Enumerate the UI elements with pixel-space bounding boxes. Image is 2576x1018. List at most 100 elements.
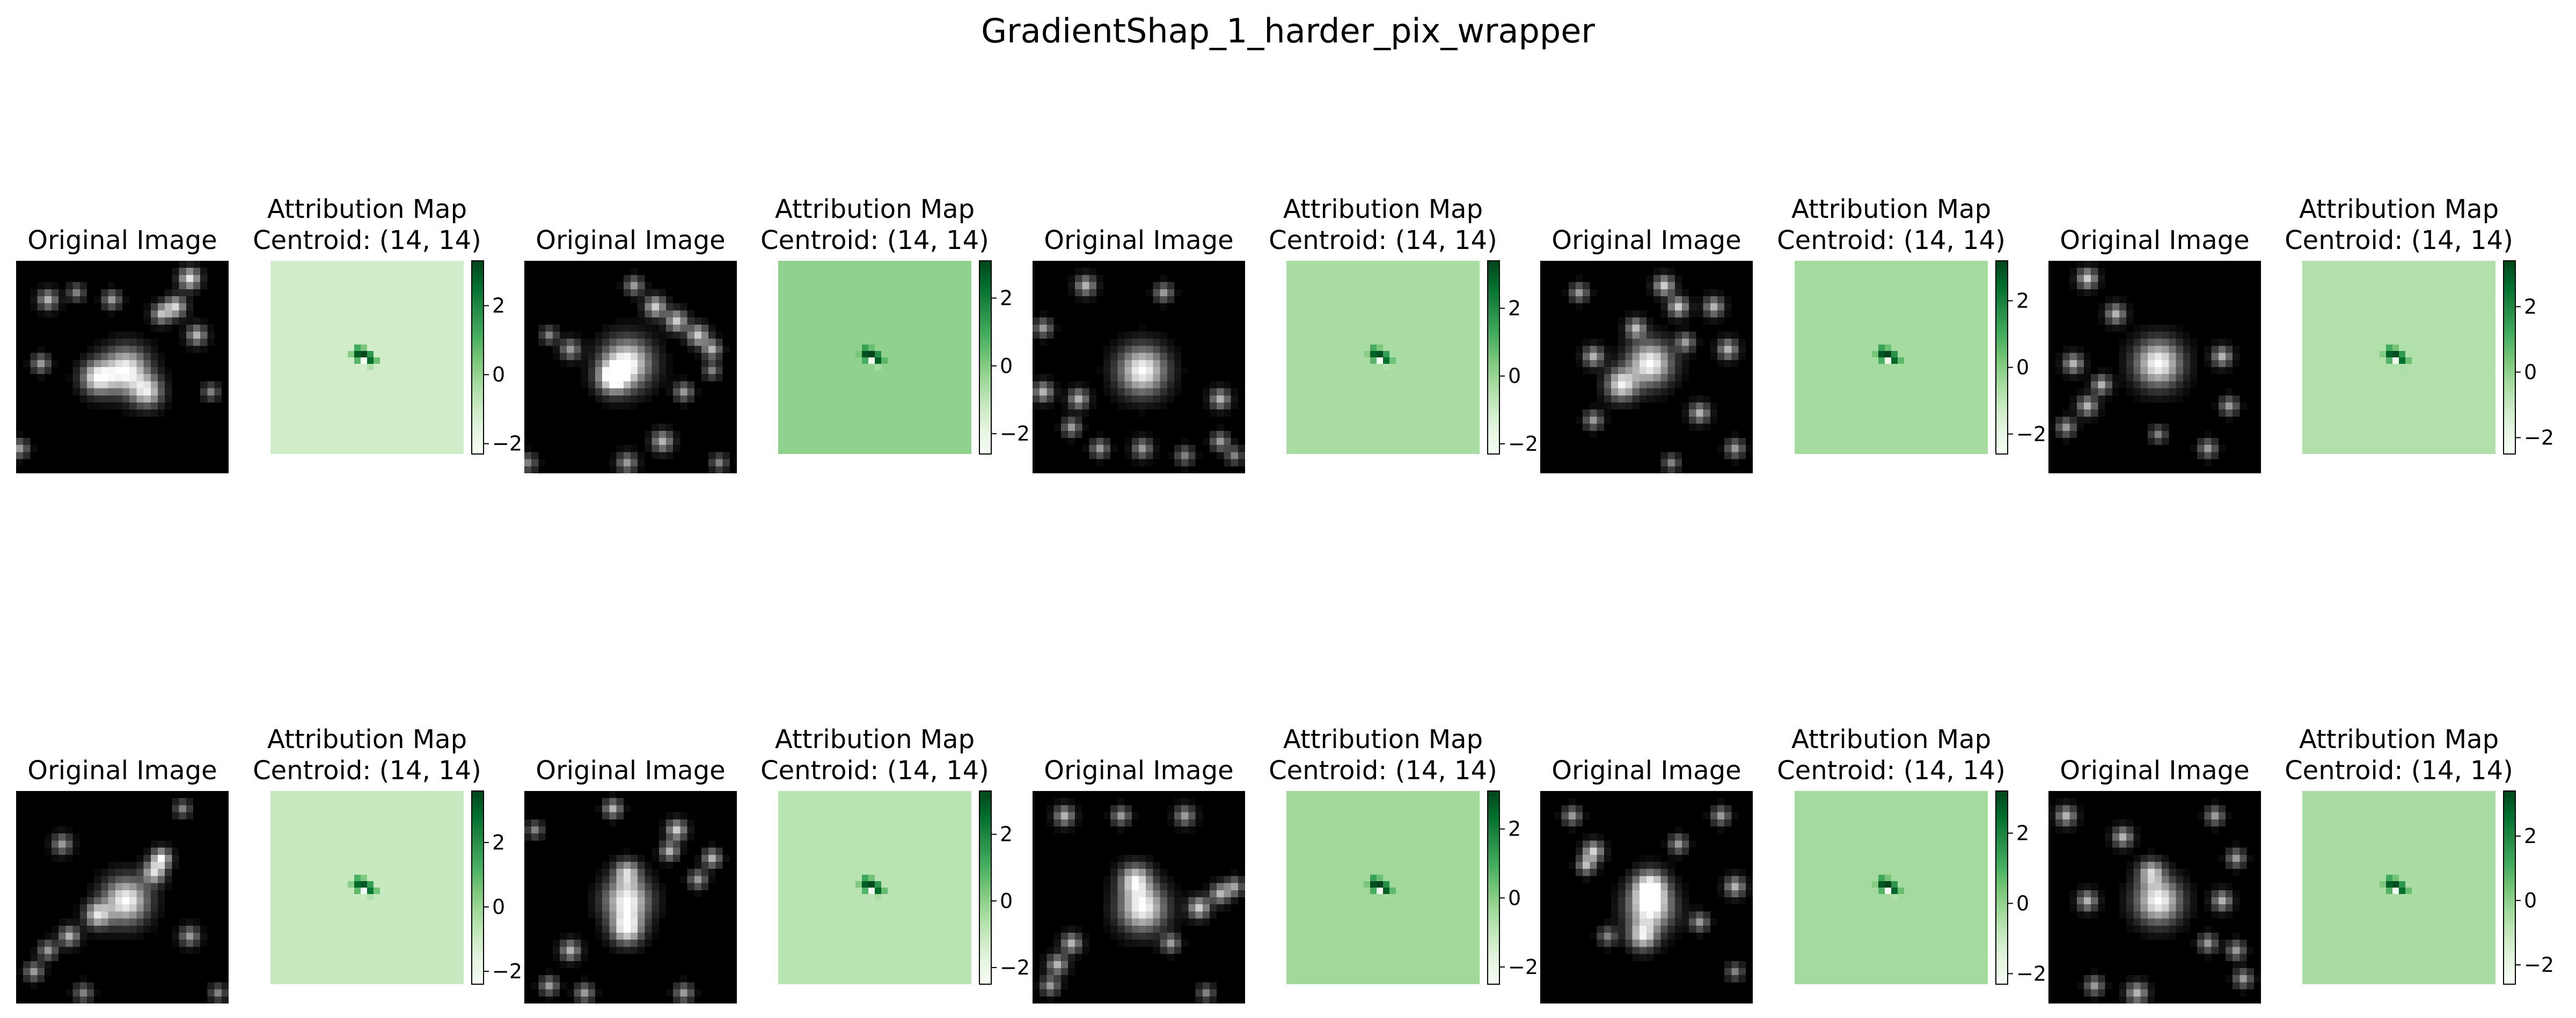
attribution-heatmap bbox=[270, 261, 464, 454]
colorbar: 2 0 −2 bbox=[979, 790, 1044, 997]
original-image bbox=[524, 261, 737, 475]
attribution-heatmap bbox=[1795, 791, 1988, 984]
centroid-label: Centroid: (14, 14) bbox=[1777, 756, 2006, 786]
attribution-map-title: Attribution Map bbox=[1283, 724, 1483, 755]
attribution-map-title: Attribution Map bbox=[1791, 724, 1992, 755]
attribution-map bbox=[1286, 791, 1480, 986]
attribution-heatmap bbox=[1286, 791, 1480, 984]
colorbar-tick-label: −2 bbox=[1000, 956, 1030, 979]
original-image-title: Original Image bbox=[27, 756, 217, 786]
centroid-label: Centroid: (14, 14) bbox=[2285, 225, 2513, 255]
colorbar-tick-label: −2 bbox=[2524, 426, 2554, 449]
attribution-map bbox=[778, 791, 971, 986]
original-image bbox=[524, 791, 737, 1006]
original-image bbox=[1540, 791, 1753, 1006]
colorbar-gradient: 2 0 −2 bbox=[1487, 260, 1538, 456]
original-image-pixels bbox=[1540, 261, 1753, 473]
original-image-pixels bbox=[16, 791, 229, 1004]
centroid-label: Centroid: (14, 14) bbox=[760, 225, 989, 255]
attribution-heatmap bbox=[1795, 261, 1988, 454]
colorbar-tick-label: −2 bbox=[2016, 962, 2046, 985]
colorbar-tick-label: 2 bbox=[1000, 823, 1013, 846]
colorbar-tick-label: −2 bbox=[492, 432, 522, 456]
colorbar: 2 0 −2 bbox=[2503, 790, 2568, 997]
colorbar-tick-label: −2 bbox=[492, 960, 522, 983]
colorbar: 2 0 −2 bbox=[1487, 260, 1552, 467]
colorbar-tick-label: 0 bbox=[492, 895, 505, 919]
original-image-title: Original Image bbox=[27, 225, 217, 255]
colorbar-tick-label: 2 bbox=[492, 294, 505, 318]
colorbar-tick-label: 0 bbox=[2524, 360, 2537, 384]
colorbar-tick-label: 2 bbox=[1000, 286, 1013, 310]
centroid-label: Centroid: (14, 14) bbox=[1269, 756, 1497, 786]
original-image bbox=[1033, 261, 1245, 475]
original-image-pixels bbox=[524, 791, 737, 1004]
centroid-label: Centroid: (14, 14) bbox=[253, 756, 481, 786]
attribution-map bbox=[1795, 791, 1988, 986]
colorbar-tick-label: 0 bbox=[1000, 889, 1013, 913]
attribution-map bbox=[1286, 261, 1480, 456]
attribution-map bbox=[2302, 261, 2496, 456]
colorbar-gradient: 2 0 −2 bbox=[471, 790, 522, 985]
colorbar: 2 0 −2 bbox=[979, 260, 1044, 467]
attribution-heatmap bbox=[270, 791, 464, 984]
original-image bbox=[16, 261, 229, 475]
original-image-pixels bbox=[2048, 261, 2261, 473]
centroid-label: Centroid: (14, 14) bbox=[253, 225, 481, 255]
colorbar-tick-label: 0 bbox=[1508, 886, 1521, 910]
centroid-label: Centroid: (14, 14) bbox=[1777, 225, 2006, 255]
colorbar: 2 0 −2 bbox=[471, 260, 536, 467]
original-image-title: Original Image bbox=[1552, 225, 1741, 255]
colorbar-gradient: 2 0 −2 bbox=[979, 790, 1030, 985]
attribution-heatmap bbox=[1286, 261, 1480, 454]
attribution-map bbox=[270, 791, 464, 986]
figure-suptitle: GradientShap_1_harder_pix_wrapper bbox=[981, 11, 1595, 50]
colorbar-tick-label: −2 bbox=[1000, 422, 1030, 445]
colorbar: 2 0 −2 bbox=[1995, 260, 2060, 467]
original-image-title: Original Image bbox=[1552, 756, 1741, 786]
colorbar-tick-label: 2 bbox=[2016, 289, 2029, 312]
original-image-title: Original Image bbox=[536, 756, 726, 786]
attribution-map bbox=[1795, 261, 1988, 456]
centroid-label: Centroid: (14, 14) bbox=[1269, 225, 1497, 255]
attribution-map bbox=[270, 261, 464, 456]
attribution-map-title: Attribution Map bbox=[774, 194, 975, 224]
original-image bbox=[1033, 791, 1245, 1006]
colorbar: 2 0 −2 bbox=[471, 790, 536, 997]
colorbar-gradient: 2 0 −2 bbox=[1995, 790, 2046, 985]
original-image bbox=[2048, 261, 2261, 475]
colorbar-tick-label: 2 bbox=[2524, 295, 2537, 318]
original-image bbox=[1540, 261, 1753, 475]
colorbar-tick-label: −2 bbox=[2524, 953, 2554, 977]
colorbar: 2 0 −2 bbox=[1487, 790, 1552, 997]
colorbar-gradient: 2 0 −2 bbox=[979, 260, 1030, 455]
attribution-map-title: Attribution Map bbox=[267, 194, 467, 224]
colorbar-tick-label: 0 bbox=[1000, 354, 1013, 378]
attribution-heatmap bbox=[2302, 261, 2496, 454]
colorbar-tick-label: 2 bbox=[1508, 296, 1521, 320]
attribution-heatmap bbox=[778, 791, 971, 984]
colorbar-tick-label: 2 bbox=[2016, 822, 2029, 845]
attribution-map-title: Attribution Map bbox=[267, 724, 467, 755]
attribution-heatmap bbox=[2302, 791, 2496, 984]
original-image-title: Original Image bbox=[1044, 756, 1234, 786]
colorbar-tick-label: −2 bbox=[1508, 955, 1538, 979]
colorbar-tick-label: 0 bbox=[2016, 356, 2029, 379]
original-image-pixels bbox=[2048, 791, 2261, 1004]
attribution-map-title: Attribution Map bbox=[1791, 194, 1992, 224]
colorbar-gradient: 2 0 −2 bbox=[2503, 260, 2554, 455]
colorbar-tick-label: −2 bbox=[1508, 432, 1538, 456]
attribution-map-title: Attribution Map bbox=[1283, 194, 1483, 224]
colorbar-gradient: 2 0 −2 bbox=[1487, 790, 1538, 985]
colorbar-gradient: 2 0 −2 bbox=[2503, 790, 2554, 985]
colorbar: 2 0 −2 bbox=[1995, 790, 2060, 997]
centroid-label: Centroid: (14, 14) bbox=[760, 756, 989, 786]
colorbar: 2 0 −2 bbox=[2503, 260, 2568, 467]
colorbar-tick-label: 2 bbox=[1508, 817, 1521, 841]
colorbar-tick-label: 2 bbox=[2524, 824, 2537, 848]
original-image bbox=[2048, 791, 2261, 1006]
original-image-pixels bbox=[16, 261, 229, 473]
attribution-map bbox=[778, 261, 971, 456]
original-image bbox=[16, 791, 229, 1006]
